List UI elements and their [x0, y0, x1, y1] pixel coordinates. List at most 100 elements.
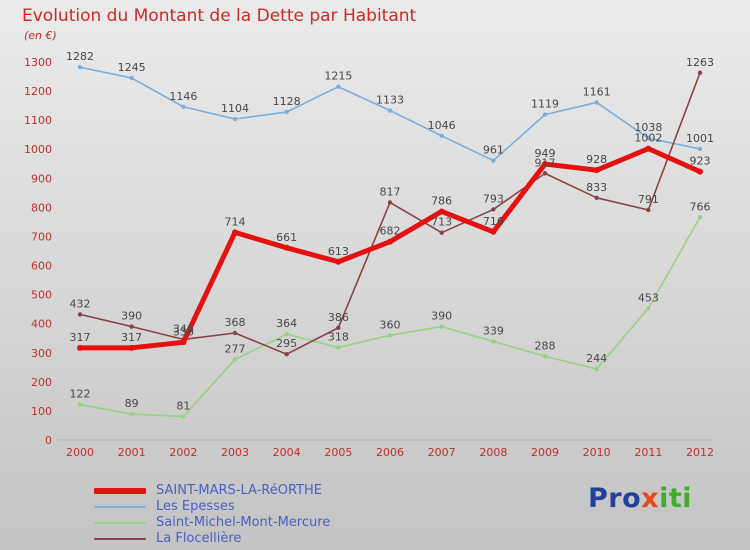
svg-text:713: 713 — [431, 216, 452, 229]
svg-text:2005: 2005 — [324, 446, 352, 459]
chart-subtitle: (en €) — [24, 29, 57, 42]
svg-text:600: 600 — [31, 260, 52, 273]
svg-text:89: 89 — [125, 397, 139, 410]
legend-item-saint-michel: Saint-Michel-Mont-Mercure — [94, 515, 330, 531]
svg-text:1215: 1215 — [324, 70, 352, 83]
svg-text:364: 364 — [276, 317, 297, 330]
svg-text:2009: 2009 — [531, 446, 559, 459]
svg-text:81: 81 — [176, 399, 190, 412]
svg-text:1001: 1001 — [686, 132, 714, 145]
svg-text:2003: 2003 — [221, 446, 249, 459]
legend-swatch-les-epesses — [94, 506, 146, 508]
svg-text:1282: 1282 — [66, 50, 94, 63]
svg-text:2008: 2008 — [479, 446, 507, 459]
logo-part-x: x — [641, 483, 660, 514]
page-title: Evolution du Montant de la Dette par Hab… — [22, 6, 417, 26]
svg-text:613: 613 — [328, 245, 349, 258]
legend-item-saint-mars: SAINT-MARS-LA-RéORTHE — [94, 483, 330, 499]
svg-text:277: 277 — [225, 342, 246, 355]
svg-text:1200: 1200 — [24, 85, 52, 98]
svg-text:833: 833 — [586, 181, 607, 194]
svg-text:317: 317 — [121, 331, 142, 344]
svg-text:1245: 1245 — [118, 61, 146, 74]
svg-text:714: 714 — [225, 215, 246, 228]
svg-text:295: 295 — [276, 337, 297, 350]
legend-item-la-flocelliere: La Flocellière — [94, 531, 330, 547]
svg-text:1038: 1038 — [634, 121, 662, 134]
svg-text:317: 317 — [70, 331, 91, 344]
svg-text:390: 390 — [431, 310, 452, 323]
svg-text:1146: 1146 — [169, 90, 197, 103]
svg-text:923: 923 — [690, 155, 711, 168]
svg-text:2004: 2004 — [273, 446, 301, 459]
svg-text:1104: 1104 — [221, 102, 249, 115]
svg-text:244: 244 — [586, 352, 607, 365]
svg-text:2000: 2000 — [66, 446, 94, 459]
svg-text:360: 360 — [380, 318, 401, 331]
svg-text:700: 700 — [31, 230, 52, 243]
svg-text:1119: 1119 — [531, 98, 559, 111]
svg-text:400: 400 — [31, 318, 52, 331]
legend-label-les-epesses: Les Epesses — [156, 499, 235, 514]
svg-text:2007: 2007 — [428, 446, 456, 459]
svg-text:288: 288 — [535, 339, 556, 352]
svg-text:928: 928 — [586, 153, 607, 166]
svg-text:1002: 1002 — [634, 132, 662, 145]
svg-text:1046: 1046 — [428, 119, 456, 132]
svg-text:1133: 1133 — [376, 94, 404, 107]
svg-text:2006: 2006 — [376, 446, 404, 459]
svg-text:793: 793 — [483, 192, 504, 205]
svg-text:2001: 2001 — [118, 446, 146, 459]
svg-text:500: 500 — [31, 289, 52, 302]
svg-text:661: 661 — [276, 231, 297, 244]
legend-swatch-saint-michel — [94, 522, 146, 524]
svg-text:1300: 1300 — [24, 56, 52, 69]
legend-label-saint-mars: SAINT-MARS-LA-RéORTHE — [156, 483, 323, 498]
svg-text:1100: 1100 — [24, 114, 52, 127]
legend-label-saint-michel: Saint-Michel-Mont-Mercure — [156, 515, 331, 530]
svg-text:100: 100 — [31, 405, 52, 418]
svg-text:300: 300 — [31, 347, 52, 360]
svg-text:716: 716 — [483, 215, 504, 228]
svg-text:339: 339 — [483, 324, 504, 337]
svg-text:817: 817 — [380, 185, 401, 198]
svg-text:200: 200 — [31, 376, 52, 389]
logo-part-pro: Pro — [588, 483, 642, 514]
legend-item-les-epesses: Les Epesses — [94, 499, 330, 515]
svg-text:786: 786 — [431, 194, 452, 207]
svg-text:791: 791 — [638, 193, 659, 206]
svg-text:1128: 1128 — [273, 95, 301, 108]
svg-text:2011: 2011 — [634, 446, 662, 459]
svg-text:1263: 1263 — [686, 56, 714, 69]
proxiti-logo: Proxiti — [588, 483, 692, 514]
svg-text:766: 766 — [690, 200, 711, 213]
logo-part-iti: iti — [659, 483, 692, 514]
legend: SAINT-MARS-LA-RéORTHE Les Epesses Saint-… — [94, 483, 330, 547]
legend-swatch-la-flocelliere — [94, 538, 146, 540]
svg-text:453: 453 — [638, 291, 659, 304]
svg-text:1000: 1000 — [24, 143, 52, 156]
svg-text:2002: 2002 — [169, 446, 197, 459]
svg-text:900: 900 — [31, 172, 52, 185]
legend-label-la-flocelliere: La Flocellière — [156, 531, 242, 546]
svg-text:961: 961 — [483, 144, 504, 157]
svg-text:318: 318 — [328, 331, 349, 344]
svg-text:2010: 2010 — [583, 446, 611, 459]
svg-text:0: 0 — [45, 434, 52, 447]
svg-text:336: 336 — [173, 325, 194, 338]
svg-text:800: 800 — [31, 201, 52, 214]
svg-text:122: 122 — [70, 388, 91, 401]
svg-text:2012: 2012 — [686, 446, 714, 459]
svg-text:346: 346 — [173, 322, 194, 335]
svg-text:917: 917 — [535, 156, 556, 169]
legend-swatch-saint-mars — [94, 488, 146, 494]
svg-text:949: 949 — [535, 147, 556, 160]
svg-text:390: 390 — [121, 310, 142, 323]
svg-text:368: 368 — [225, 316, 246, 329]
svg-text:1161: 1161 — [583, 85, 611, 98]
svg-text:386: 386 — [328, 311, 349, 324]
svg-text:682: 682 — [380, 225, 401, 238]
svg-text:432: 432 — [70, 297, 91, 310]
line-chart: 0 100 200 300 400 500 600 700 800 900 1000 1100 1200… — [24, 50, 714, 459]
